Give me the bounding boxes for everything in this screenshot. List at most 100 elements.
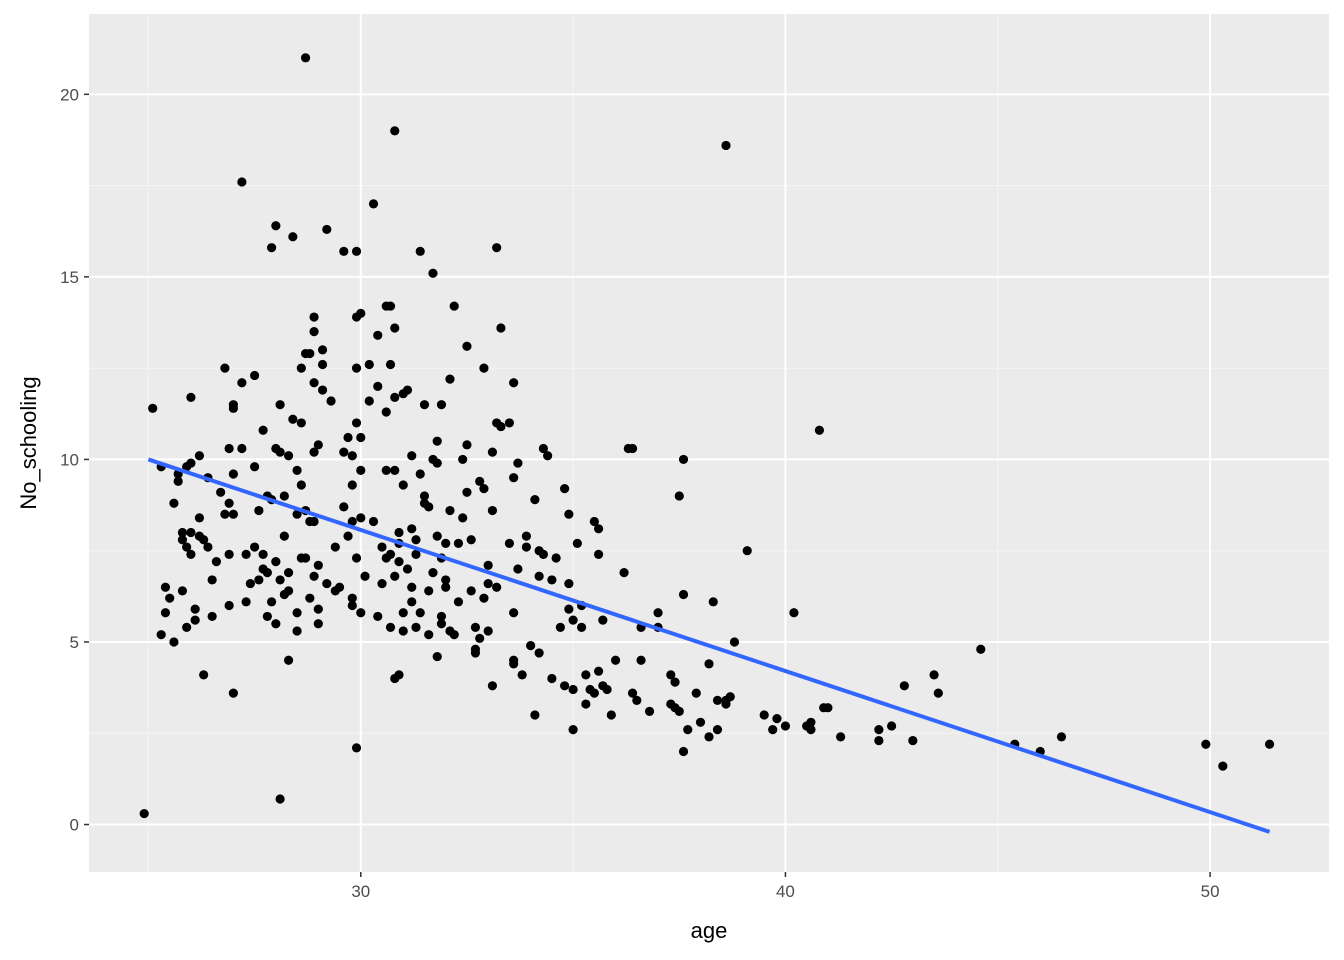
data-point (313, 560, 323, 570)
data-point (432, 651, 442, 662)
data-point (419, 400, 430, 410)
data-point (165, 593, 175, 603)
data-point (381, 465, 391, 475)
data-point (462, 440, 472, 450)
data-point (385, 359, 396, 370)
data-point (712, 725, 723, 735)
data-point (462, 341, 472, 351)
data-point (347, 480, 357, 490)
data-point (385, 622, 396, 632)
data-point (929, 670, 939, 680)
data-point (466, 535, 476, 545)
data-point (725, 692, 735, 702)
data-point (398, 626, 408, 636)
data-point (224, 443, 234, 454)
data-point (1264, 739, 1275, 749)
data-point (568, 725, 578, 735)
data-point (194, 513, 205, 523)
data-point (933, 688, 943, 698)
data-point (708, 597, 718, 607)
data-point (326, 396, 336, 406)
data-point (470, 622, 481, 632)
data-point (547, 673, 557, 684)
data-point (899, 681, 909, 691)
data-point (581, 699, 591, 709)
data-point (729, 637, 740, 647)
data-point (275, 400, 285, 410)
data-point (300, 53, 311, 63)
data-point (262, 611, 272, 622)
data-point (330, 542, 340, 552)
data-point (691, 688, 701, 698)
minor-gridlines (89, 14, 1329, 872)
data-point (453, 597, 464, 607)
data-point (704, 659, 714, 669)
data-point (190, 615, 200, 625)
data-point (254, 575, 264, 585)
data-points (139, 53, 1275, 819)
data-point (475, 633, 485, 643)
data-point (487, 447, 498, 457)
data-point (177, 586, 188, 596)
data-point (483, 626, 493, 636)
data-point (721, 140, 731, 151)
data-point (674, 491, 684, 501)
data-point (317, 385, 328, 395)
y-axis-ticks: 0 5 10 15 20 (60, 85, 89, 835)
data-point (228, 688, 238, 698)
data-point (653, 608, 663, 618)
data-point (292, 465, 302, 475)
data-point (390, 392, 400, 402)
data-point (670, 677, 680, 687)
data-point (339, 447, 349, 457)
data-point (283, 655, 294, 665)
data-point (292, 608, 302, 618)
y-tick-label: 10 (60, 450, 79, 469)
data-point (695, 717, 706, 727)
data-point (568, 684, 578, 695)
data-point (432, 436, 442, 446)
data-point (742, 546, 752, 556)
data-point (415, 246, 425, 256)
data-point (313, 440, 323, 450)
y-axis-title: No_schooling (16, 376, 41, 509)
data-point (216, 487, 226, 497)
data-point (419, 491, 430, 501)
data-point (441, 582, 451, 592)
data-point (428, 268, 438, 278)
data-point (814, 425, 825, 435)
trend-line-group (147, 457, 1271, 834)
data-point (368, 199, 379, 209)
data-point (313, 619, 323, 629)
data-point (317, 359, 328, 370)
data-point (593, 549, 604, 559)
data-point (241, 549, 251, 559)
data-point (334, 582, 345, 592)
data-point (186, 458, 196, 468)
data-point (351, 246, 362, 256)
data-point (186, 549, 196, 559)
data-point (254, 505, 264, 516)
data-point (479, 363, 489, 373)
data-point (432, 531, 442, 541)
data-point (432, 458, 442, 468)
data-point (492, 582, 502, 592)
data-point (593, 524, 604, 534)
data-point (296, 480, 306, 490)
data-point (194, 451, 205, 461)
data-point (186, 527, 196, 538)
data-point (224, 498, 234, 508)
data-point (678, 589, 689, 600)
data-point (704, 732, 714, 742)
data-point (385, 549, 396, 559)
data-point (309, 571, 319, 581)
data-point (513, 564, 523, 574)
data-point (874, 725, 884, 735)
data-point (555, 622, 565, 632)
data-point (487, 681, 498, 691)
data-point (292, 509, 302, 519)
data-point (351, 553, 362, 563)
data-point (309, 447, 319, 457)
data-point (271, 619, 281, 629)
data-point (237, 443, 247, 454)
